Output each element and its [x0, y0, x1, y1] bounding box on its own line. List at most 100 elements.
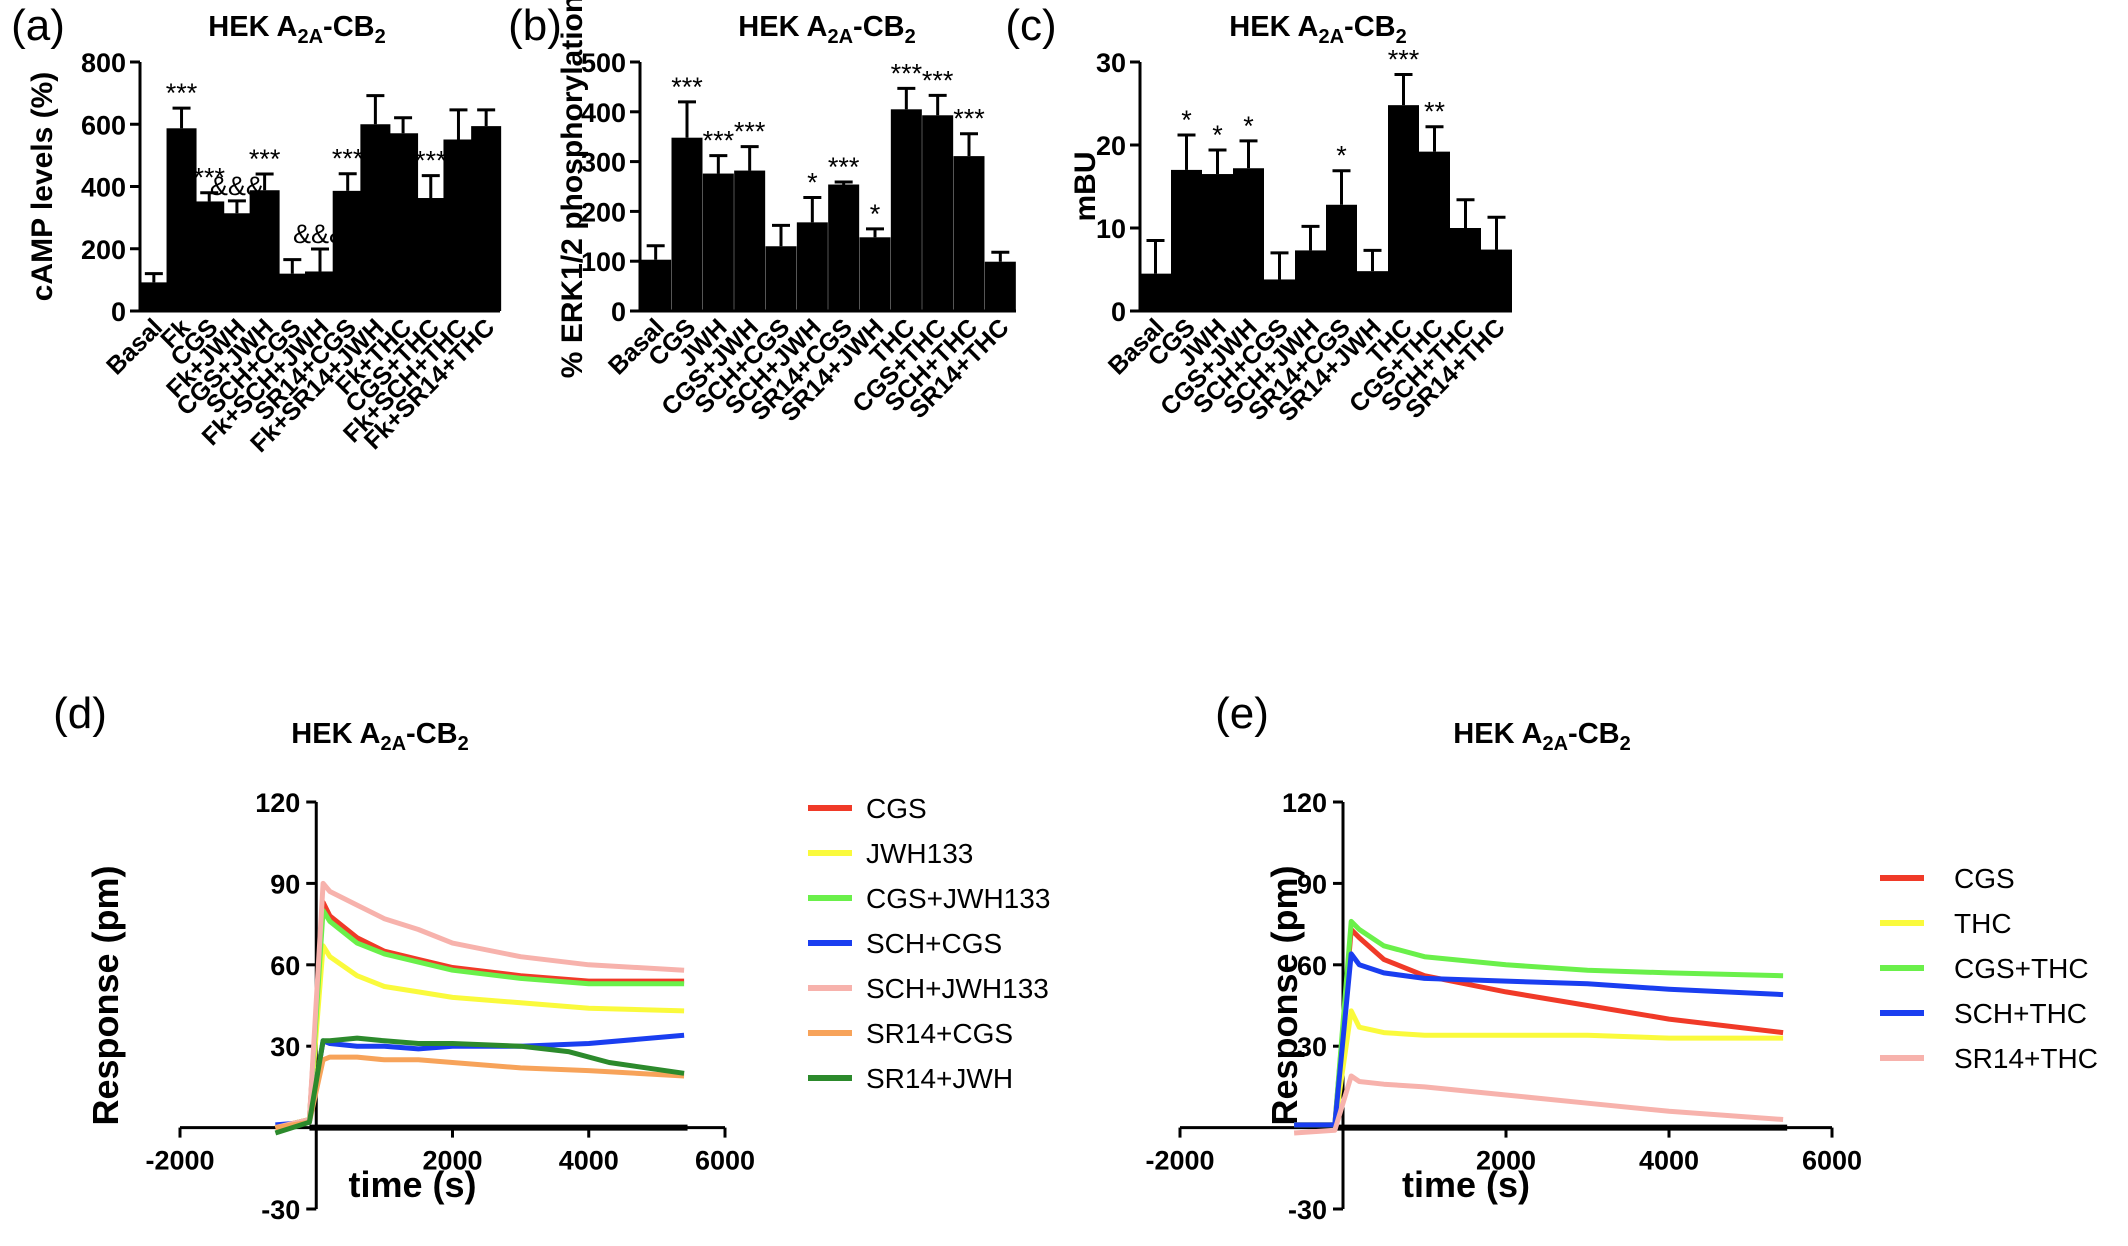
title-text: HEK A [1453, 718, 1542, 750]
x-tick-label: 6000 [695, 1146, 755, 1176]
y-axis-label: mBU [1069, 151, 1102, 221]
bar [332, 190, 363, 311]
legend-d: CGS JWH133 CGS+JWH133 SCH+CGS SCH+JWH133 SR14… [808, 793, 1050, 1094]
bar [984, 261, 1016, 311]
x-tick-label: 2000 [1476, 1146, 1536, 1176]
bar [1481, 249, 1512, 311]
y-tick-label: 200 [81, 235, 126, 265]
y-tick-label: 600 [81, 110, 126, 140]
series-line [274, 899, 685, 1131]
y-tick-label: 300 [581, 148, 626, 178]
bar [796, 222, 828, 311]
title-text: HEK A [1229, 11, 1318, 43]
bar [1326, 204, 1357, 311]
chart-title: HEK A2A-CB2 [208, 11, 385, 48]
line-panel-d: (d) -30 30 60 90 120 -2000 2000 4000 6000 time (s)… [53, 689, 755, 1225]
significance-label: * [807, 167, 818, 197]
x-tick-label: 4000 [1639, 1146, 1699, 1176]
y-tick-label: 0 [611, 297, 626, 327]
bar [890, 109, 922, 311]
y-tick-label: 120 [1282, 788, 1327, 818]
legend-label: SR14+JWH [866, 1063, 1013, 1094]
title-subscript: 2 [1620, 733, 1631, 755]
significance-label: *** [1388, 44, 1420, 74]
bar [1295, 250, 1326, 311]
y-tick-label: 30 [1096, 48, 1126, 78]
y-tick-label: 100 [581, 247, 626, 277]
significance-label: *** [922, 65, 954, 95]
significance-label: *** [734, 117, 766, 147]
significance-label: * [1212, 120, 1223, 150]
chart-title: HEK A2A-CB2 [291, 718, 468, 755]
x-tick-label: 2000 [422, 1146, 482, 1176]
title-text: HEK A [738, 11, 827, 43]
panel-label: (b) [508, 1, 562, 50]
panel-label: (c) [1005, 1, 1056, 50]
legend-label: SCH+THC [1954, 998, 2087, 1029]
x-tick-label: -2000 [145, 1146, 214, 1176]
bar [671, 137, 703, 311]
y-tick-label: 60 [270, 951, 300, 981]
bar [702, 173, 734, 311]
title-text: -CB [1568, 718, 1620, 750]
panel-label: (e) [1215, 689, 1269, 738]
x-tick-label: -2000 [1145, 1146, 1214, 1176]
bar [1264, 279, 1295, 311]
bar [388, 133, 419, 311]
title-text: -CB [323, 11, 375, 43]
y-tick-label: 120 [255, 788, 300, 818]
significance-label: ** [1424, 97, 1446, 127]
chart-title: HEK A2A-CB2 [1453, 718, 1630, 755]
bar [138, 282, 169, 311]
legend-label: CGS [1954, 863, 2015, 894]
significance-label: *** [671, 72, 703, 102]
series-line [1293, 1073, 1784, 1136]
bar [305, 271, 335, 311]
bar [859, 237, 891, 311]
bar [1450, 228, 1481, 311]
significance-label: *** [332, 144, 364, 174]
significance-label: *** [166, 78, 198, 108]
bar [249, 190, 280, 311]
series-line [274, 1035, 685, 1136]
legend-label: SCH+JWH133 [866, 973, 1049, 1004]
bar [443, 139, 474, 311]
bar [953, 156, 985, 311]
title-subscript: 2A [827, 26, 853, 48]
y-tick-label: 30 [270, 1032, 300, 1062]
legend-label: THC [1954, 908, 2012, 939]
significance-label: * [870, 199, 881, 229]
significance-label: *** [828, 152, 860, 182]
significance-label: * [1336, 141, 1347, 171]
legend-label: CGS+THC [1954, 953, 2089, 984]
bar [471, 126, 502, 312]
title-subscript: 2 [905, 26, 916, 48]
bar [640, 259, 672, 311]
series-line [274, 908, 685, 1131]
legend-label: JWH133 [866, 838, 973, 869]
y-tick-label: 20 [1096, 131, 1126, 161]
title-subscript: 2 [458, 733, 469, 755]
y-axis-label: % ERK1/2 phosphorylation [556, 0, 589, 378]
bar [360, 124, 391, 311]
y-tick-label: -30 [261, 1195, 300, 1225]
title-subscript: 2A [380, 733, 406, 755]
y-tick-label: 400 [81, 173, 126, 203]
bar [1202, 174, 1233, 311]
bar [828, 184, 860, 311]
bar [221, 213, 252, 311]
bar [277, 273, 308, 311]
title-subscript: 2A [297, 26, 323, 48]
y-tick-label: 30 [1297, 1032, 1327, 1062]
bar [1388, 105, 1419, 311]
bar [734, 170, 766, 311]
significance-label: *** [703, 126, 735, 156]
legend-label: SCH+CGS [866, 928, 1002, 959]
y-tick-label: 500 [581, 48, 626, 78]
series-line [275, 1032, 685, 1128]
series-line [1294, 951, 1784, 1128]
y-tick-label: 90 [270, 869, 300, 899]
title-text: -CB [853, 11, 905, 43]
